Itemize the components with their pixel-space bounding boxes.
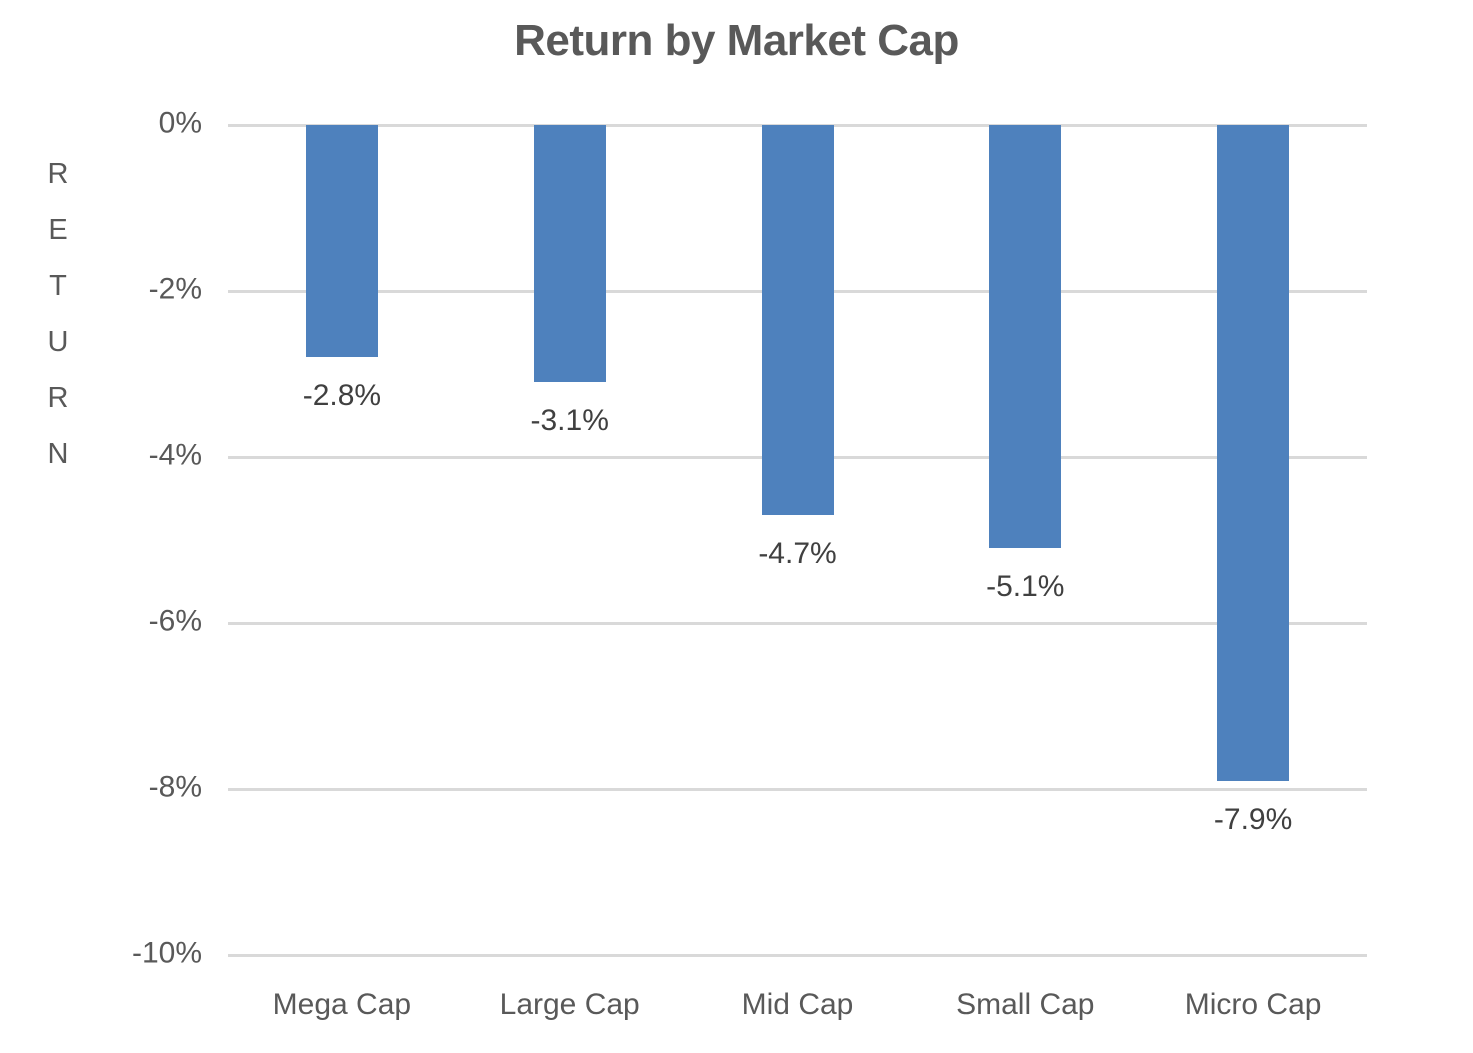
data-label: -5.1% [986,570,1065,603]
x-category-label: Small Cap [956,988,1095,1021]
x-category-label: Large Cap [499,988,640,1021]
y-tick-label: -8% [148,770,202,804]
data-label: -4.7% [758,537,837,570]
plot-area: -2.8% -3.1% -4.7% -5.1% -7.9% [228,123,1367,957]
y-axis-title-letter: R [47,158,69,190]
x-category-label: Mid Cap [741,988,854,1021]
gridline [228,787,1367,791]
y-axis-tick-labels: 0% -2% -4% -6% -8% -10% [0,107,202,970]
bar-small-cap [989,125,1062,548]
data-label: -3.1% [530,404,609,437]
bar-mega-cap [305,125,378,357]
x-category-label: Micro Cap [1184,988,1322,1021]
gridline [228,621,1367,625]
data-label: -2.8% [302,379,382,412]
y-axis-title-letter: R [47,382,69,414]
y-tick-label: -4% [148,438,202,472]
gridline [228,953,1367,957]
y-tick-label: -2% [148,272,202,306]
x-category-label: Mega Cap [272,988,412,1021]
y-tick-label: -10% [131,936,202,970]
data-label: -7.9% [1213,803,1293,836]
y-tick-label: -6% [148,604,202,638]
x-axis-category-labels: Mega Cap Large Cap Mid Cap Small Cap Micro C… [228,988,1367,1032]
bar-large-cap [533,125,606,382]
bar-micro-cap [1217,125,1290,781]
y-tick-label: 0% [158,106,202,140]
chart-title: Return by Market Cap [514,16,959,65]
y-axis-title-letter: T [49,270,67,302]
bar-mid-cap [761,125,834,515]
y-axis-title-letter: E [48,214,68,246]
y-axis-title-letter: N [47,438,69,470]
y-axis-title-letter: U [47,326,69,358]
